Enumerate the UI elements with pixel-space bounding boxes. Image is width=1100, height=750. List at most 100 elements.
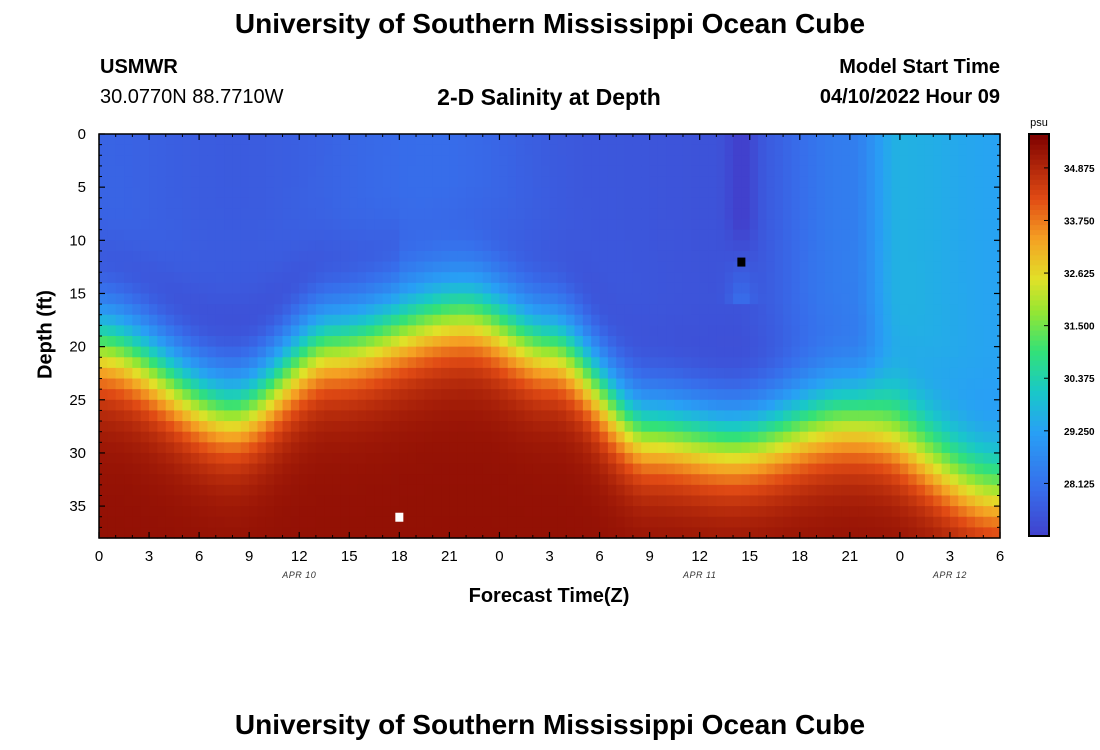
heatmap-cell <box>699 484 709 497</box>
heatmap-cell <box>482 516 492 528</box>
heatmap-cell <box>791 325 801 337</box>
heatmap-cell <box>324 197 334 210</box>
heatmap-cell <box>682 155 692 167</box>
heatmap-cell <box>332 240 342 252</box>
heatmap-cell <box>115 282 125 295</box>
heatmap-cell <box>708 197 717 210</box>
heatmap-cell <box>891 325 901 337</box>
heatmap-cell <box>966 155 976 167</box>
heatmap-cell <box>908 336 918 348</box>
heatmap-cell <box>791 165 801 178</box>
heatmap-cell <box>466 442 476 454</box>
heatmap-cell <box>908 187 918 199</box>
heatmap-cell <box>482 452 492 465</box>
heatmap-cell <box>808 314 818 326</box>
heatmap-cell <box>624 378 634 390</box>
heatmap-cell <box>824 506 834 518</box>
heatmap-cell <box>666 187 676 199</box>
heatmap-cell <box>791 484 801 497</box>
heatmap-cell <box>991 134 1001 146</box>
heatmap-cell <box>207 250 217 263</box>
heatmap-cell <box>557 474 567 486</box>
heatmap-cell <box>674 165 684 178</box>
heatmap-cell <box>390 346 400 358</box>
heatmap-cell <box>908 346 918 358</box>
heatmap-cell <box>808 240 818 252</box>
heatmap-cell <box>474 165 484 178</box>
heatmap-cell <box>741 144 751 156</box>
heatmap-cell <box>232 516 242 528</box>
heatmap-cell <box>783 389 793 401</box>
heatmap-cell <box>449 378 459 390</box>
heatmap-cell <box>891 484 901 497</box>
heatmap-cell <box>424 367 434 380</box>
heatmap-cell <box>441 474 450 486</box>
heatmap-cell <box>607 452 617 465</box>
heatmap-cell <box>182 463 192 475</box>
heatmap-cell <box>357 336 367 348</box>
heatmap-cell <box>365 474 375 486</box>
heatmap-cell <box>674 208 684 220</box>
heatmap-cell <box>532 452 542 465</box>
heatmap-cell <box>424 144 434 156</box>
heatmap-cell <box>507 484 517 497</box>
heatmap-cell <box>566 346 576 358</box>
heatmap-cell <box>107 378 117 390</box>
heatmap-cell <box>816 463 826 475</box>
heatmap-cell <box>783 155 793 167</box>
heatmap-cell <box>257 399 267 412</box>
heatmap-cell <box>808 229 818 241</box>
heatmap-cell <box>140 229 150 241</box>
heatmap-cell <box>874 484 884 497</box>
heatmap-cell <box>499 389 509 401</box>
heatmap-cell <box>190 293 200 305</box>
heatmap-cell <box>674 282 684 295</box>
heatmap-cell <box>774 442 784 454</box>
heatmap-cell <box>733 293 742 305</box>
heatmap-cell <box>891 421 901 433</box>
heatmap-cell <box>140 250 150 263</box>
heatmap-cell <box>582 155 592 167</box>
heatmap-cell <box>941 378 951 390</box>
heatmap-cell <box>958 431 968 443</box>
heatmap-cell <box>674 431 684 443</box>
heatmap-cell <box>758 176 767 188</box>
heatmap-cell <box>357 240 367 252</box>
heatmap-cell <box>924 144 934 156</box>
heatmap-cell <box>899 261 909 273</box>
heatmap-cell <box>691 293 701 305</box>
heatmap-cell <box>215 357 225 369</box>
x-tick-label: 6 <box>996 548 1004 565</box>
heatmap-cell <box>232 240 242 252</box>
heatmap-cell <box>991 155 1001 167</box>
heatmap-cell <box>666 367 676 380</box>
heatmap-cell <box>833 176 843 188</box>
heatmap-cell <box>349 314 359 326</box>
heatmap-cell <box>816 219 826 231</box>
heatmap-cell <box>357 197 367 210</box>
heatmap-cell <box>941 421 951 433</box>
heatmap-cell <box>299 250 309 263</box>
heatmap-cell <box>307 282 317 295</box>
heatmap-cell <box>966 399 976 412</box>
heatmap-cell <box>774 197 784 210</box>
heatmap-cell <box>107 134 117 146</box>
heatmap-cell <box>491 144 501 156</box>
heatmap-cell <box>382 165 392 178</box>
heatmap-cell <box>282 314 292 326</box>
heatmap-cell <box>349 452 359 465</box>
heatmap-cell <box>457 357 467 369</box>
heatmap-cell <box>824 431 834 443</box>
heatmap-cell <box>199 410 209 422</box>
heatmap-cell <box>99 495 108 507</box>
heatmap-cell <box>591 452 601 465</box>
heatmap-cell <box>874 336 884 348</box>
heatmap-cell <box>824 495 834 507</box>
heatmap-cell <box>733 367 742 380</box>
heatmap-cell <box>958 272 968 284</box>
heatmap-cell <box>482 261 492 273</box>
heatmap-cell <box>491 176 501 188</box>
heatmap-cell <box>783 463 793 475</box>
heatmap-cell <box>157 474 167 486</box>
heatmap-cell <box>783 219 793 231</box>
